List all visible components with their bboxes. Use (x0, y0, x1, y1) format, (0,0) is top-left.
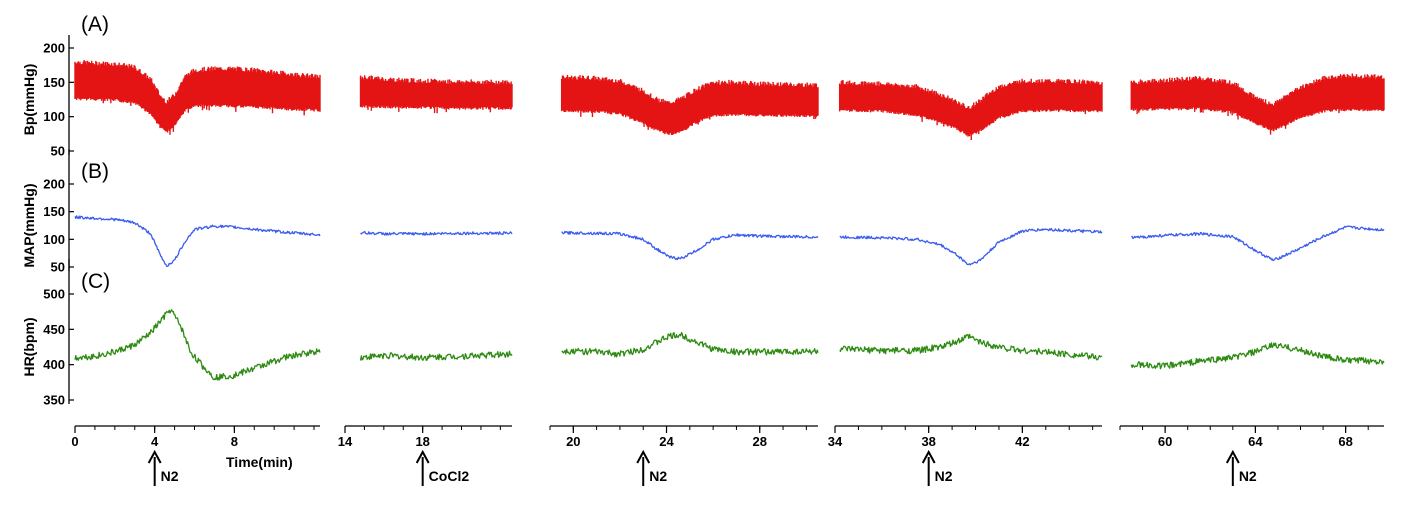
map-trace-1 (360, 230, 513, 236)
marker-label: N2 (1239, 468, 1257, 484)
x-axis-label: Time(min) (226, 454, 293, 470)
bp-trace-3 (838, 78, 1103, 140)
marker-label: N2 (935, 468, 953, 484)
y-tick-label: 200 (43, 177, 65, 192)
x-tick-label: 34 (828, 434, 843, 449)
bp-trace-4 (1130, 73, 1385, 135)
x-axis-segment-3: 34 38 42 (828, 425, 1102, 449)
y-tick-label: 400 (43, 357, 65, 372)
arrow-head-icon (147, 449, 162, 464)
y-tick-label: 150 (43, 75, 65, 90)
map-trace-0 (74, 215, 321, 267)
panel-b: (B) MAP(mmHg) 50 100 150 200 (21, 149, 1385, 275)
marker-label: N2 (161, 468, 179, 484)
y-tick-label: 350 (43, 393, 65, 408)
y-tick-label: 100 (43, 232, 65, 247)
x-tick-label: 4 (151, 434, 159, 449)
x-axis-segment-4: 60 64 68 (1119, 425, 1384, 449)
marker-n2: N2 (1225, 449, 1257, 486)
y-tick-label: 200 (43, 41, 65, 56)
arrow-head-icon (921, 449, 936, 464)
y-tick-label: 50 (51, 260, 65, 275)
time-axis: 0 4 8 14 18 20 24 28 34 38 42 60 64 68 Time(min) (71, 425, 1384, 470)
arrow-head-icon (636, 449, 651, 464)
y-tick-label: 150 (43, 204, 65, 219)
panel-label: (A) (81, 13, 109, 36)
x-tick-label: 14 (338, 434, 353, 449)
map-trace-3 (839, 227, 1103, 266)
x-axis-segment-1: 14 18 (338, 425, 512, 449)
hr-trace-1 (359, 350, 513, 361)
marker-label: N2 (649, 468, 667, 484)
x-tick-label: 68 (1338, 434, 1352, 449)
bp-trace-2 (560, 74, 819, 136)
y-tick-label: 50 (51, 144, 65, 159)
marker-n2: N2 (636, 449, 667, 486)
x-tick-label: 8 (231, 434, 238, 449)
x-tick-label: 18 (415, 434, 429, 449)
bp-trace-1 (359, 75, 513, 114)
marker-label: CoCl2 (429, 468, 470, 484)
y-tick-label: 450 (43, 322, 65, 337)
bp-trace-0 (74, 60, 321, 135)
panel-label: (B) (81, 160, 109, 183)
panel-a: (A) Bp(mmHg) 50 100 150 200 (21, 13, 1385, 159)
map-trace-4 (1131, 225, 1385, 262)
marker-cocl2: CoCl2 (415, 449, 470, 486)
y-axis-label: MAP(mmHg) (21, 184, 37, 268)
x-tick-label: 38 (921, 434, 935, 449)
x-tick-label: 28 (753, 434, 767, 449)
marker-n2: N2 (921, 449, 953, 486)
y-axis-label: HR(bpm) (21, 317, 37, 376)
marker-n2: N2 (147, 449, 179, 486)
map-trace-2 (561, 230, 819, 261)
hr-trace-0 (74, 309, 321, 381)
x-tick-label: 0 (71, 434, 78, 449)
x-tick-label: 24 (659, 434, 674, 449)
x-tick-label: 60 (1158, 434, 1172, 449)
x-tick-label: 20 (566, 434, 580, 449)
hr-trace-2 (561, 331, 819, 358)
treatment-markers: N2 CoCl2 N2 N2 N2 (147, 449, 1257, 486)
panel-c: (C) HR(bpm) 350 400 450 500 (21, 259, 1385, 408)
y-tick-label: 100 (43, 109, 65, 124)
arrow-head-icon (415, 449, 430, 464)
x-axis-segment-0: 0 4 8 (71, 425, 320, 449)
x-tick-label: 42 (1015, 434, 1029, 449)
arrow-head-icon (1225, 449, 1240, 464)
panel-label: (C) (81, 270, 110, 293)
y-tick-label: 500 (43, 287, 65, 302)
hr-trace-4 (1130, 342, 1385, 370)
x-axis-segment-2: 20 24 28 (549, 425, 818, 449)
hr-trace-3 (839, 333, 1103, 361)
x-tick-label: 64 (1248, 434, 1263, 449)
panels: (A) Bp(mmHg) 50 100 150 200 (B) MAP(mmHg) 50 100 1… (21, 13, 1385, 408)
y-axis-label: Bp(mmHg) (21, 64, 37, 136)
